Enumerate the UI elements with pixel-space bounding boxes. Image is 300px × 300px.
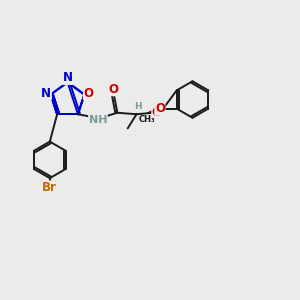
Text: NH: NH: [89, 115, 107, 124]
Text: O: O: [155, 102, 165, 115]
Text: Br: Br: [42, 181, 57, 194]
Text: H: H: [134, 102, 142, 111]
Text: O: O: [109, 83, 119, 96]
Text: CH₃: CH₃: [139, 116, 155, 124]
Text: N: N: [63, 71, 73, 84]
Text: N: N: [41, 86, 51, 100]
Text: O: O: [152, 106, 162, 119]
Text: O: O: [83, 86, 94, 100]
